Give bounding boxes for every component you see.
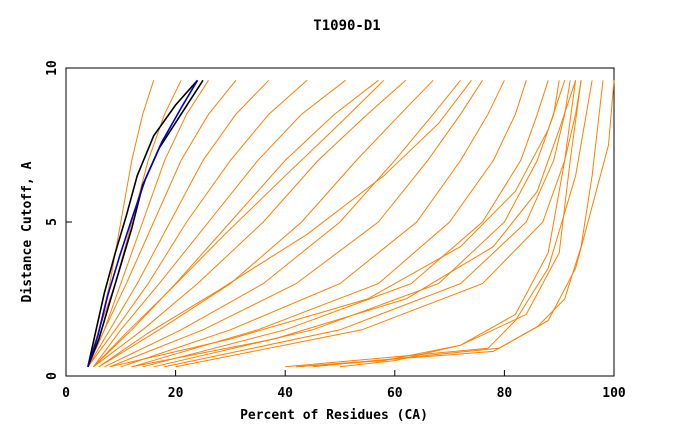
tick-layer: 0 20 40 60 80 100 0 5 10: [45, 60, 626, 401]
series-line-30: [87, 79, 199, 368]
y-tick-label-2: 10: [45, 60, 60, 76]
series-line-19: [109, 80, 566, 368]
series-line-12: [109, 80, 483, 368]
series-line-29: [87, 79, 199, 367]
series-line-9: [93, 79, 407, 368]
y-tick-label-0: 0: [45, 372, 60, 380]
series-line-21: [98, 79, 472, 368]
series-line-7: [92, 79, 346, 368]
series-line-15: [142, 80, 549, 368]
series-line-6: [87, 79, 308, 368]
series-line-20: [131, 80, 577, 368]
y-tick-label-1: 5: [45, 218, 60, 226]
x-tick-label-5: 100: [602, 386, 626, 401]
series-line-17: [164, 80, 571, 368]
x-tick-label-2: 40: [277, 386, 293, 401]
x-tick-label-4: 80: [497, 386, 513, 401]
series-line-13: [120, 80, 505, 368]
series-line-25: [285, 80, 593, 368]
y-axis-label: Distance Cutoff, A: [20, 161, 35, 302]
chart-title: T1090-D1: [313, 18, 380, 34]
series-line-27: [312, 80, 615, 368]
series-line-28: [87, 79, 204, 368]
series-line-24: [296, 80, 582, 368]
series-line-8: [93, 79, 379, 368]
series-line-5: [87, 79, 270, 368]
series-line-14: [131, 80, 527, 368]
x-axis-label: Percent of Residues (CA): [240, 408, 428, 423]
series-line-11: [104, 79, 461, 368]
series-layer: [87, 79, 615, 368]
series-line-23: [339, 80, 577, 368]
series-line-22: [93, 79, 385, 368]
series-line-18: [175, 80, 582, 368]
x-tick-label-1: 20: [168, 386, 184, 401]
series-line-2: [87, 80, 182, 367]
x-tick-label-0: 0: [62, 386, 70, 401]
series-line-3: [87, 80, 209, 368]
series-line-26: [296, 80, 604, 368]
x-tick-label-3: 60: [387, 386, 403, 401]
series-line-10: [98, 79, 434, 368]
series-line-4: [87, 79, 237, 368]
